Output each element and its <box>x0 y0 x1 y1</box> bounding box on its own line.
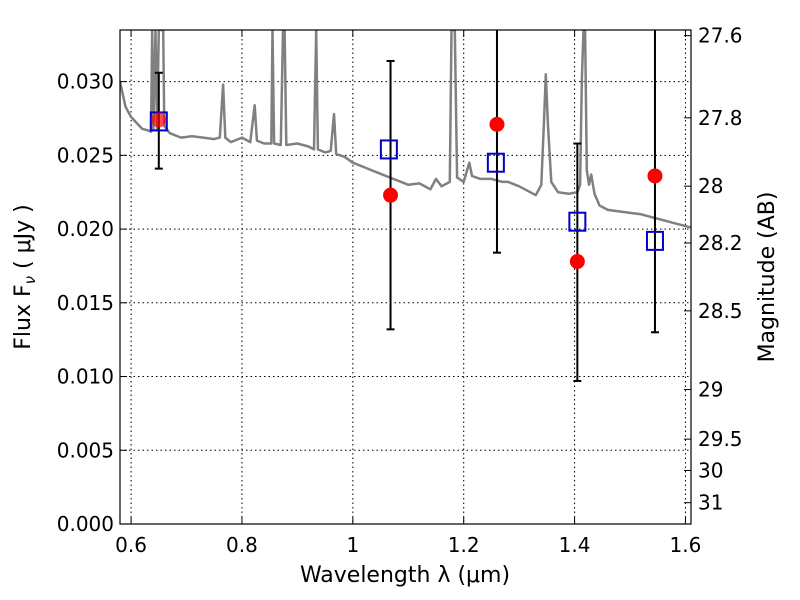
y-tick-label: 0.010 <box>57 365 114 389</box>
y-tick-label: 0.005 <box>57 438 114 462</box>
magnitude-tick-label: 27.8 <box>698 106 743 130</box>
magnitude-tick-label: 28.5 <box>698 299 743 323</box>
observed-flux-point <box>647 168 663 184</box>
magnitude-tick-label: 30 <box>698 458 723 482</box>
y-tick-label: 0.000 <box>57 512 114 536</box>
model-magnitude-square <box>568 211 587 232</box>
y-axis-title: Flux Fν ( μJy ) <box>11 204 39 349</box>
x-axis-title: Wavelength λ (μm) <box>300 563 510 588</box>
x-tick-label: 1.4 <box>559 533 591 557</box>
magnitude-tick-label: 29.5 <box>698 427 743 451</box>
grid-lines <box>120 30 691 525</box>
magnitude-tick-label: 28 <box>698 174 723 198</box>
magnitude-tick-label: 27.6 <box>698 24 743 48</box>
x-axis-ticks: 0.6 0.8 1 1.2 1.4 1.6 <box>115 30 701 557</box>
x-tick-label: 1 <box>346 533 359 557</box>
error-bars <box>154 30 659 382</box>
magnitude-axis-title: Magnitude (AB) <box>755 192 780 363</box>
magnitude-tick-label: 28.2 <box>698 231 743 255</box>
observed-flux-point <box>383 187 399 203</box>
x-tick-label: 0.6 <box>115 533 147 557</box>
y-tick-label: 0.030 <box>57 70 114 94</box>
y-axis-title-main: Flux F <box>11 284 36 349</box>
observed-flux-markers <box>151 112 663 270</box>
y-axis-title-unit: ( μJy ) <box>11 204 36 276</box>
model-magnitude-square <box>486 152 505 173</box>
y-axis-ticks: 0.000 0.005 0.010 0.015 0.020 0.025 0.030 <box>57 70 127 536</box>
observed-flux-point <box>489 116 505 132</box>
x-tick-label: 0.8 <box>226 533 258 557</box>
model-magnitude-markers <box>149 111 664 251</box>
plot-frame <box>119 29 692 525</box>
observed-flux-point <box>569 254 585 270</box>
x-tick-label: 1.2 <box>448 533 480 557</box>
magnitude-axis-ticks: 27.6 27.8 28 28.2 28.5 29 29.5 30 31 <box>684 24 743 515</box>
y-tick-label: 0.025 <box>57 143 114 167</box>
y-tick-label: 0.015 <box>57 291 114 315</box>
model-magnitude-square <box>645 230 664 251</box>
x-tick-label: 1.6 <box>670 533 702 557</box>
y-axis-title-subscript: ν <box>21 276 39 284</box>
model-magnitude-square <box>379 139 398 160</box>
observed-flux-point <box>151 112 167 128</box>
magnitude-tick-label: 31 <box>698 491 723 515</box>
model-magnitude-square <box>149 111 168 132</box>
y-tick-label: 0.020 <box>57 217 114 241</box>
magnitude-tick-label: 29 <box>698 378 723 402</box>
model-spectrum-line <box>120 30 691 229</box>
